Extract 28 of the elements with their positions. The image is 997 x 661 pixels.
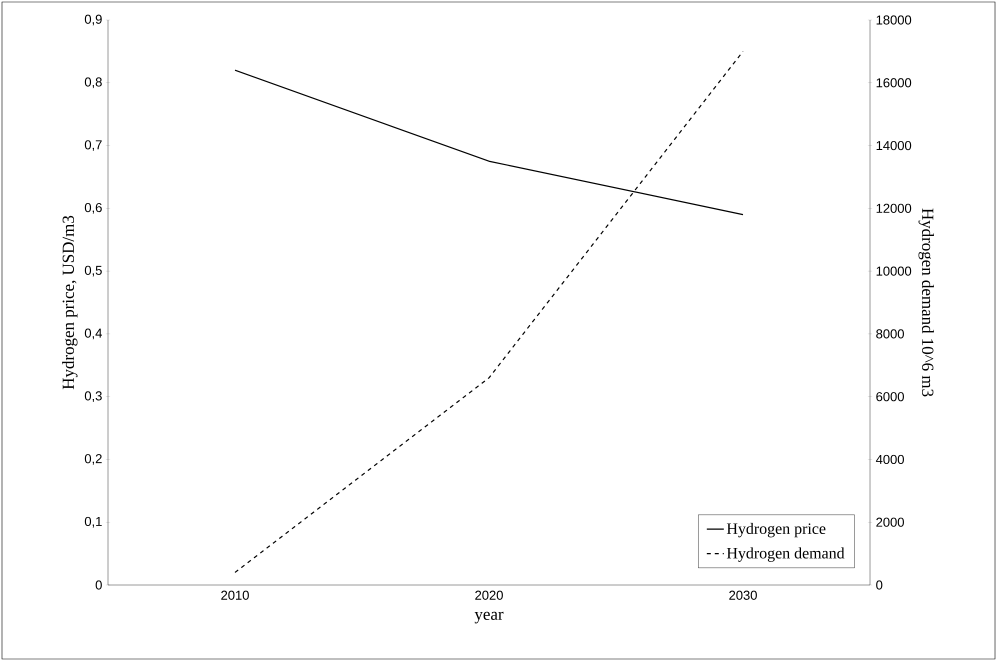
y2-tick-label: 2000	[876, 518, 904, 527]
y-axis-title: Hydrogen price, USD/m3	[62, 216, 78, 390]
y2-axis-title: Hydrogen demand 10^6 m3	[918, 208, 934, 396]
y2-tick-label: 18000	[876, 15, 912, 25]
y-tick-label: 0,7	[84, 140, 102, 151]
x-axis-title: year	[474, 612, 504, 624]
y-tick-label: 0,6	[84, 202, 102, 214]
y2-tick-label: 10000	[876, 266, 912, 276]
y-tick-label: 0,2	[84, 454, 102, 465]
legend-label: Hydrogen demand	[726, 547, 844, 562]
y-tick-label: 0,3	[84, 391, 102, 402]
x-tick-label: 2030	[729, 590, 757, 600]
legend-label: Hydrogen price	[726, 522, 826, 538]
y2-tick-label: 14000	[876, 140, 912, 150]
y2-tick-label: 12000	[876, 204, 912, 213]
y-tick-label: 0,4	[84, 328, 102, 340]
y-tick-label: 0,8	[84, 77, 102, 88]
x-tick-label: 2010	[221, 590, 249, 600]
y2-tick-label: 8000	[876, 329, 904, 338]
y-tick-label: 0,1	[84, 516, 102, 528]
y2-tick-label: 16000	[876, 78, 912, 88]
y-tick-label: 0,5	[84, 266, 102, 276]
y2-tick-label: 6000	[876, 392, 904, 402]
y2-tick-label: 4000	[876, 454, 904, 464]
y-tick-label: 0,9	[84, 14, 102, 26]
y2-tick-label: 0	[876, 580, 882, 590]
y-tick-label: 0	[96, 580, 102, 590]
x-tick-label: 2020	[475, 590, 503, 600]
